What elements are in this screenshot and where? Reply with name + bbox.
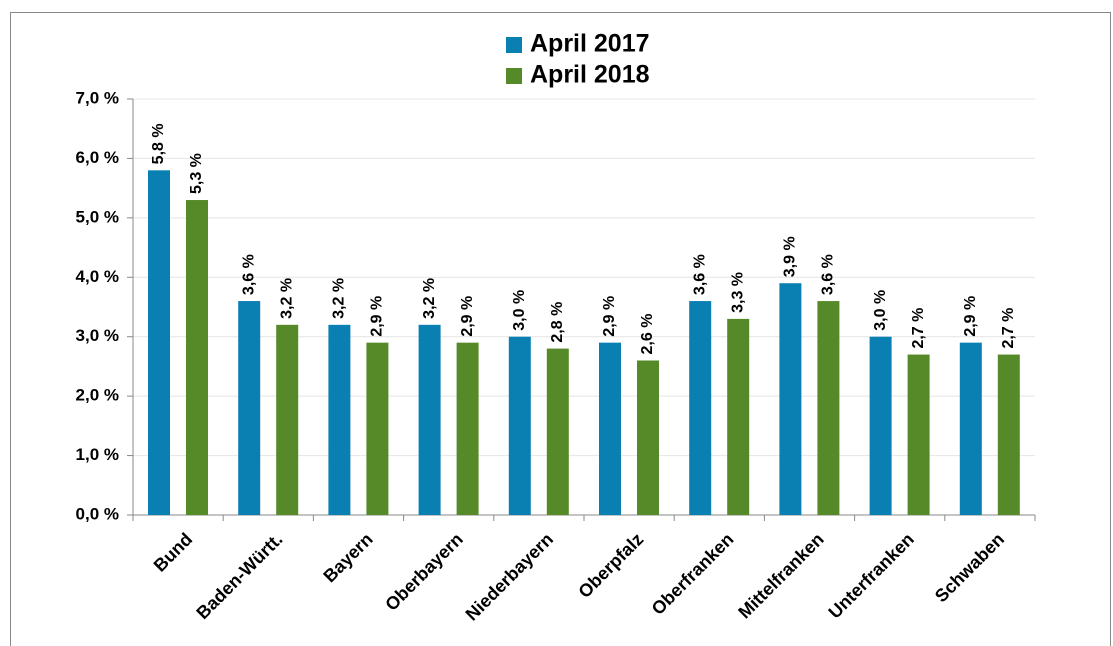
bar — [238, 301, 261, 515]
x-tick-label: Bayern — [319, 529, 376, 586]
bar — [366, 342, 389, 515]
value-label: 2,9 % — [601, 296, 618, 337]
x-tick-label: Bund — [150, 529, 197, 576]
bar — [508, 336, 531, 515]
legend-swatch — [506, 68, 522, 84]
bar — [418, 324, 441, 515]
legend-swatch — [506, 37, 522, 53]
bar — [456, 342, 479, 515]
y-tick-label: 1,0 % — [76, 445, 119, 464]
value-label: 2,9 % — [459, 296, 476, 337]
value-label: 3,3 % — [729, 272, 746, 313]
bar — [328, 324, 351, 515]
bar — [148, 170, 170, 516]
bar — [907, 354, 930, 515]
x-tick-label: Niederbayern — [462, 529, 558, 625]
y-tick-label: 2,0 % — [76, 386, 119, 405]
value-label: 2,7 % — [910, 308, 927, 349]
x-tick-label: Mittelfranken — [734, 529, 827, 622]
y-tick-label: 0,0 % — [76, 504, 119, 523]
value-label: 3,2 % — [278, 278, 295, 319]
legend-label: April 2017 — [530, 30, 650, 58]
x-tick-label: Oberfranken — [648, 529, 738, 619]
y-tick-label: 5,0 % — [76, 207, 119, 226]
value-label: 3,6 % — [691, 254, 708, 295]
bar — [186, 200, 208, 515]
value-label: 3,2 % — [331, 278, 348, 319]
legend-label: April 2018 — [530, 61, 650, 89]
value-label: 3,0 % — [872, 290, 889, 331]
y-tick-label: 4,0 % — [76, 267, 119, 286]
x-tick-label: Unterfranken — [825, 529, 918, 622]
x-tick-label: Oberpfalz — [574, 529, 647, 602]
value-label: 5,3 % — [188, 153, 205, 194]
bar — [869, 336, 892, 515]
value-label: 2,9 % — [369, 296, 386, 337]
value-label: 5,8 % — [150, 123, 167, 164]
value-label: 3,9 % — [782, 236, 799, 277]
value-label: 2,8 % — [549, 302, 566, 343]
bar — [599, 342, 621, 515]
value-label: 3,6 % — [240, 254, 257, 295]
y-tick-label: 7,0 % — [76, 88, 119, 107]
value-label: 3,0 % — [511, 290, 528, 331]
y-tick-label: 6,0 % — [76, 148, 119, 167]
bar — [727, 318, 750, 515]
frame — [10, 12, 1111, 646]
bar — [689, 301, 712, 515]
value-label: 2,7 % — [1000, 308, 1017, 349]
bar — [817, 301, 840, 515]
bar — [276, 324, 299, 515]
x-tick-label: Schwaben — [931, 529, 1008, 606]
bar — [637, 360, 659, 515]
bar — [546, 348, 569, 515]
y-tick-label: 3,0 % — [76, 326, 119, 345]
value-label: 3,6 % — [820, 254, 837, 295]
value-label: 3,2 % — [421, 278, 438, 319]
bar — [779, 283, 802, 515]
value-label: 2,6 % — [639, 314, 656, 355]
x-tick-label: Baden-Württ. — [192, 529, 286, 623]
bar — [959, 342, 982, 515]
bar — [997, 354, 1020, 515]
x-tick-label: Oberbayern — [381, 529, 467, 615]
value-label: 2,9 % — [962, 296, 979, 337]
